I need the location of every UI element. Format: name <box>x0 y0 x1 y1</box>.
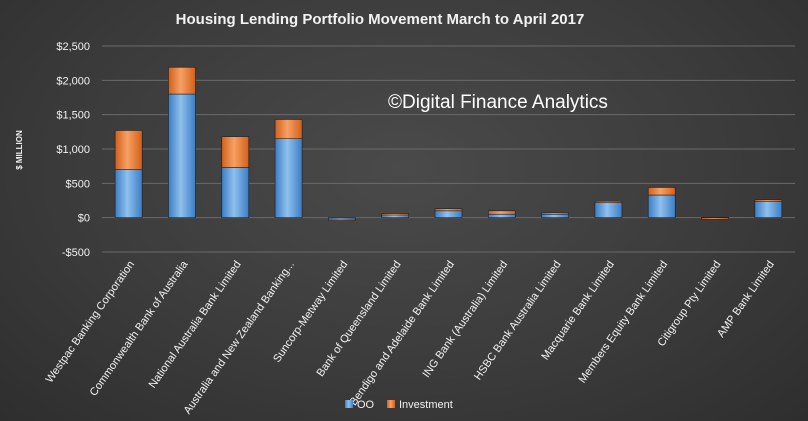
bar-investment <box>221 136 250 168</box>
y-axis-ticks: -$500 $0 $500 $1,000 $1,500 $2,000 $2,500 <box>56 41 90 259</box>
x-tick-label: Australia and New Zealand Banking... <box>182 259 297 417</box>
legend-swatch-investment <box>387 400 395 408</box>
x-tick-label: Members Equity Bank Limited <box>577 259 671 386</box>
bars <box>114 66 783 221</box>
bar-investment <box>488 210 516 215</box>
bar-investment <box>541 212 569 215</box>
bar-investment <box>328 218 356 221</box>
bar-investment <box>701 217 729 220</box>
x-axis-ticks: Westpac Banking CorporationCommonwealth … <box>44 258 777 416</box>
y-tick-label: $2,000 <box>56 75 90 87</box>
legend-label-oo: OO <box>357 399 375 411</box>
y-tick-label: $500 <box>66 178 90 190</box>
x-tick-label: HSBC Bank Australia Limited <box>472 259 564 383</box>
bar-investment <box>168 66 196 95</box>
bar-oo <box>274 138 303 218</box>
x-tick-label: Citigroup Pty Limited <box>655 259 723 349</box>
x-tick-label: National Australia Bank Limited <box>147 259 244 391</box>
bar-investment <box>754 199 783 202</box>
bar-investment <box>434 208 463 212</box>
x-tick-label: Westpac Banking Corporation <box>44 259 138 385</box>
legend-swatch-oo <box>345 400 353 408</box>
bar-investment <box>274 119 303 140</box>
y-tick-label: $1,500 <box>56 110 90 122</box>
bar-oo <box>488 213 516 218</box>
y-tick-label: $2,500 <box>56 41 90 53</box>
bar-oo <box>168 93 196 218</box>
y-axis-label: $ MILLION <box>15 130 24 170</box>
x-tick-label: AMP Bank Limited <box>715 259 777 340</box>
bar-investment <box>114 130 143 170</box>
bar-oo <box>114 169 143 218</box>
bar-oo <box>594 202 623 218</box>
bar-oo <box>754 200 783 218</box>
chart-title: Housing Lending Portfolio Movement March… <box>176 11 585 28</box>
y-tick-label: $1,000 <box>56 144 90 156</box>
bar-investment <box>594 200 623 203</box>
y-tick-label: $0 <box>78 213 90 225</box>
y-tick-label: -$500 <box>62 247 90 259</box>
watermark-text: ©Digital Finance Analytics <box>388 92 608 113</box>
x-tick-label: Commonwealth Bank of Australia <box>88 258 191 398</box>
legend: OO Investment <box>345 399 453 411</box>
gridlines <box>102 45 795 253</box>
x-tick-label: Bendigo and Adelaide Bank Limited <box>348 259 457 408</box>
bar-investment <box>647 187 676 196</box>
bar-oo <box>647 194 676 218</box>
legend-label-investment: Investment <box>399 399 453 411</box>
bar-oo <box>434 210 463 218</box>
bar-oo <box>221 167 250 218</box>
bar-investment <box>381 213 409 216</box>
